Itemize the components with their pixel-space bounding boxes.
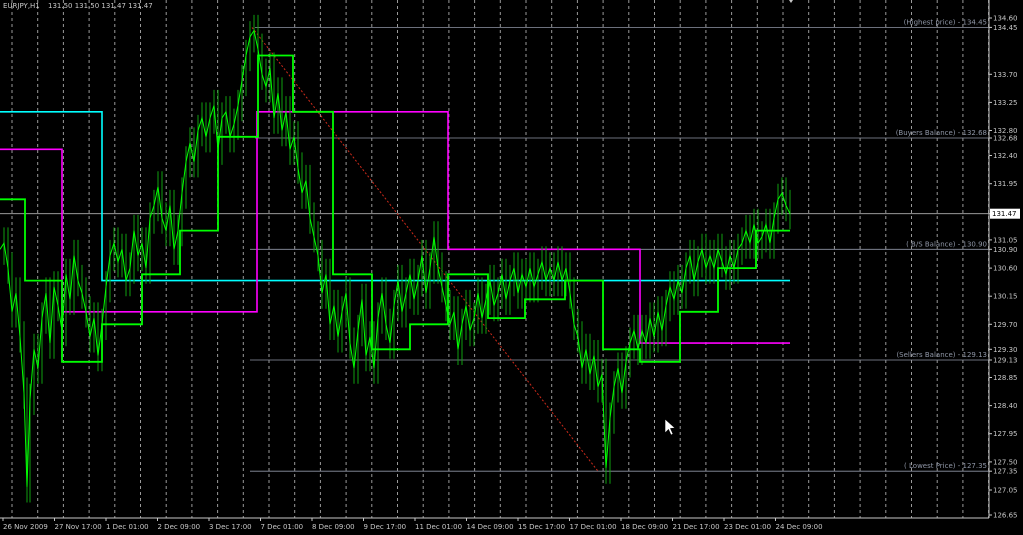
magenta-step-line <box>0 111 790 344</box>
shift-marker-icon <box>789 0 793 3</box>
current-price-label: 131.47 <box>992 210 1017 218</box>
price-tick-label: 128.85 <box>993 374 1018 382</box>
price-tick-label: 130.90 <box>993 246 1018 254</box>
price-tick-label: 130.60 <box>993 265 1018 273</box>
time-tick-label: 14 Dec 09:00 <box>467 523 514 531</box>
level-label: (Highest price) - 134.45 <box>904 18 987 26</box>
price-tick-label: 133.70 <box>993 71 1018 79</box>
mouse-cursor-icon <box>664 418 676 436</box>
time-tick-label: 8 Dec 09:00 <box>312 523 355 531</box>
price-tick-label: 127.35 <box>993 468 1018 476</box>
trend-line <box>251 27 599 472</box>
price-tick-label: 129.30 <box>993 346 1018 354</box>
price-tick-label: 127.95 <box>993 430 1018 438</box>
price-tick-label: 134.60 <box>993 15 1018 23</box>
price-tick-label: 126.65 <box>993 512 1018 520</box>
price-tick-label: 127.50 <box>993 458 1018 466</box>
price-tick-label: 132.80 <box>993 127 1018 135</box>
time-tick-label: 26 Nov 2009 <box>3 523 48 531</box>
price-tick-label: 134.45 <box>993 24 1018 32</box>
time-tick-label: 15 Dec 17:00 <box>518 523 565 531</box>
price-tick-label: 129.13 <box>993 357 1018 365</box>
price-tick-label: 132.40 <box>993 152 1018 160</box>
price-tick-label: 127.05 <box>993 487 1018 495</box>
level-label: ( B/S Balance) - 130.90 <box>906 240 987 248</box>
time-tick-label: 1 Dec 01:00 <box>106 523 149 531</box>
time-tick-label: 9 Dec 17:00 <box>364 523 407 531</box>
price-tick-label: 130.15 <box>993 293 1018 301</box>
price-tick-label: 133.25 <box>993 99 1018 107</box>
level-label: (Buyers Balance) - 132.68 <box>896 129 987 137</box>
time-tick-label: 17 Dec 01:00 <box>570 523 617 531</box>
price-tick-label: 131.95 <box>993 180 1018 188</box>
price-line <box>0 29 791 487</box>
time-tick-label: 11 Dec 01:00 <box>415 523 462 531</box>
price-tick-label: 129.70 <box>993 321 1018 329</box>
current-price-box <box>990 208 1020 219</box>
price-tick-label: 131.05 <box>993 236 1018 244</box>
time-axis: 26 Nov 2009 27 Nov 17:00 1 Dec 01:00 2 Dec … <box>2 518 823 531</box>
price-tick-label: 128.40 <box>993 402 1018 410</box>
time-tick-label: 18 Dec 09:00 <box>621 523 668 531</box>
level-label: (Sellers Balance) - 129.13 <box>896 351 987 359</box>
quote-label: 131.50 131.50 131.47 131.47 <box>48 2 153 10</box>
time-tick-label: 2 Dec 09:00 <box>158 523 201 531</box>
green-step-line <box>0 54 790 363</box>
time-tick-label: 23 Dec 01:00 <box>724 523 771 531</box>
time-tick-label: 21 Dec 17:00 <box>673 523 720 531</box>
time-tick-label: 24 Dec 09:00 <box>776 523 823 531</box>
symbol-label: EURJPY,H1 <box>3 2 40 10</box>
time-tick-label: 7 Dec 01:00 <box>261 523 304 531</box>
chart-header: EURJPY,H1 131.50 131.50 131.47 131.47 <box>3 2 153 10</box>
level-label: ( Lowest Price) - 127.35 <box>904 462 987 470</box>
series-layer <box>0 14 791 503</box>
time-tick-label: 27 Nov 17:00 <box>55 523 102 531</box>
price-tick-label: 132.68 <box>993 135 1018 143</box>
time-tick-label: 3 Dec 17:00 <box>209 523 252 531</box>
